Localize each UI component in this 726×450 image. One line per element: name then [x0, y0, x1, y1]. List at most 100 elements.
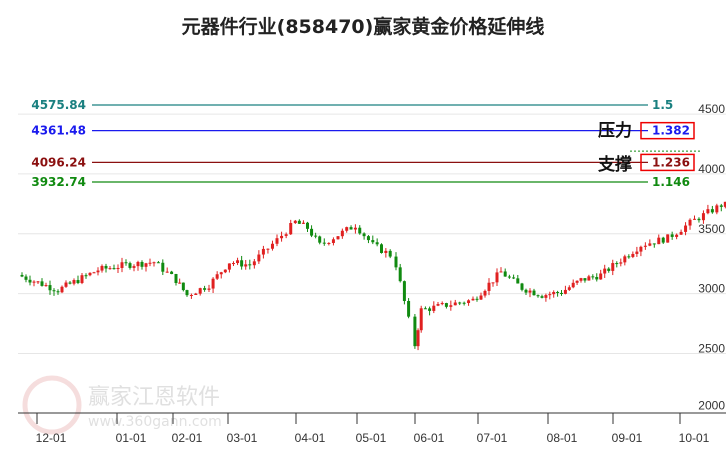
candle-body [362, 233, 366, 237]
candle-body [248, 264, 252, 266]
candle-body [512, 277, 516, 279]
candle-body [48, 285, 52, 291]
candle-body [652, 243, 656, 245]
candle-body [165, 271, 169, 273]
candle-body [701, 213, 705, 221]
candle-body [136, 261, 140, 267]
candle-body [413, 316, 417, 347]
x-tick-label: 04-01 [295, 431, 326, 445]
candle-body [371, 240, 375, 243]
candle-body [327, 242, 331, 244]
candle-body [52, 290, 56, 292]
candle-body [353, 227, 357, 230]
candle-body [524, 289, 528, 293]
level-price: 4096.24 [31, 155, 86, 169]
candle-body [657, 237, 661, 245]
level-ratio-box [640, 121, 695, 140]
candle-body [603, 268, 607, 274]
candle-body [591, 276, 595, 278]
candle-body [458, 302, 462, 304]
candle-body [627, 256, 631, 258]
candle-body [128, 263, 132, 268]
candle-body [666, 234, 670, 243]
candle-body [491, 282, 495, 284]
candle-body [670, 234, 674, 237]
candle-body [449, 305, 453, 307]
y-tick-label: 2500 [698, 341, 725, 355]
candle-body [643, 245, 647, 247]
candle-body [340, 230, 344, 237]
level-ratio-box [640, 153, 695, 172]
candle-body [144, 263, 148, 267]
candle-body [499, 271, 503, 273]
candle-body [388, 250, 392, 257]
candle-body [661, 237, 665, 243]
candle-body [215, 274, 219, 279]
candle-body [64, 282, 68, 287]
x-tick-label: 10-01 [679, 431, 710, 445]
candle-body [92, 272, 96, 274]
candle-body [156, 262, 160, 264]
level-price: 4361.48 [31, 124, 86, 138]
x-tick-label: 08-01 [547, 431, 578, 445]
candle-body [36, 281, 40, 283]
level-ratio: 1.146 [652, 175, 690, 189]
candle-body [503, 271, 507, 277]
candle-body [301, 222, 305, 224]
candle-body [436, 304, 440, 306]
candle-body [314, 235, 318, 237]
candle-body [223, 269, 227, 273]
candle-body [475, 298, 479, 300]
candle-body [688, 219, 692, 226]
candle-body [104, 265, 108, 269]
candle-body [619, 262, 623, 264]
candle-body [548, 294, 552, 296]
candle-body [623, 256, 627, 263]
candle-body [487, 282, 491, 291]
candle-body [331, 239, 335, 243]
candle-body [24, 276, 28, 280]
candle-body [345, 227, 349, 231]
candle-body [194, 293, 198, 295]
candle-body [116, 267, 120, 269]
x-tick-label: 03-01 [227, 431, 258, 445]
candle-body [679, 231, 683, 235]
y-tick-label: 3000 [698, 282, 725, 296]
candle-body [289, 223, 293, 235]
candle-body [532, 290, 536, 296]
candle-body [185, 290, 189, 296]
candle-body [322, 242, 326, 244]
y-tick-label: 4000 [698, 162, 725, 176]
candle-body [100, 265, 104, 271]
x-tick-label: 01-01 [116, 431, 147, 445]
candle-body [32, 281, 36, 283]
watermark-url: www.360gann.com [88, 414, 222, 430]
candle-body [440, 303, 444, 305]
candle-body [108, 268, 112, 270]
candle-body [639, 246, 643, 252]
candle-body [483, 290, 487, 296]
candle-body [28, 279, 32, 283]
candle-body [20, 274, 24, 277]
candle-body [615, 263, 619, 265]
candle-body [719, 205, 723, 207]
candle-body [556, 292, 560, 294]
candle-body [544, 295, 548, 298]
candle-body [419, 308, 423, 331]
candle-body [152, 262, 156, 264]
candle-body [380, 244, 383, 253]
candle-body [635, 251, 639, 254]
candle-body [261, 248, 265, 255]
candle-body [428, 308, 432, 311]
candle-body [84, 275, 88, 277]
candle-body [60, 286, 64, 293]
candle-body [394, 256, 398, 268]
candle-body [495, 272, 499, 283]
candle-body [444, 303, 448, 307]
candle-body [181, 282, 185, 291]
candle-body [611, 263, 615, 271]
candle-body [479, 295, 483, 300]
candle-body [318, 236, 322, 243]
candle-body [567, 287, 571, 290]
